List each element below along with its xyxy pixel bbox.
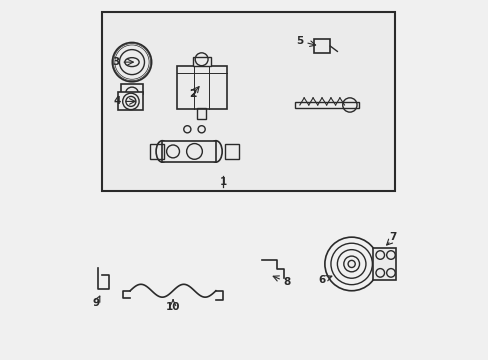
Bar [224,144,239,158]
Text: 2: 2 [189,89,196,99]
Bar [197,108,205,119]
Text: 1: 1 [219,177,226,187]
Text: 3: 3 [112,57,119,67]
Bar [313,39,329,53]
Bar [192,57,210,66]
FancyBboxPatch shape [102,12,394,191]
Text: 6: 6 [318,275,325,285]
Ellipse shape [156,141,168,162]
Text: 8: 8 [283,277,290,287]
Text: 10: 10 [165,302,180,312]
Bar [118,93,143,111]
Bar [372,248,395,280]
Text: 9: 9 [93,298,100,308]
Ellipse shape [209,141,222,162]
Text: 5: 5 [296,36,303,46]
Bar [162,141,216,162]
Bar [149,144,164,158]
Text: 4: 4 [114,96,121,107]
Text: 7: 7 [388,232,396,242]
Bar [176,66,226,109]
Circle shape [347,260,354,267]
Circle shape [112,42,151,82]
Bar [294,102,358,108]
Text: 2: 2 [189,89,196,99]
Bar [121,84,143,94]
